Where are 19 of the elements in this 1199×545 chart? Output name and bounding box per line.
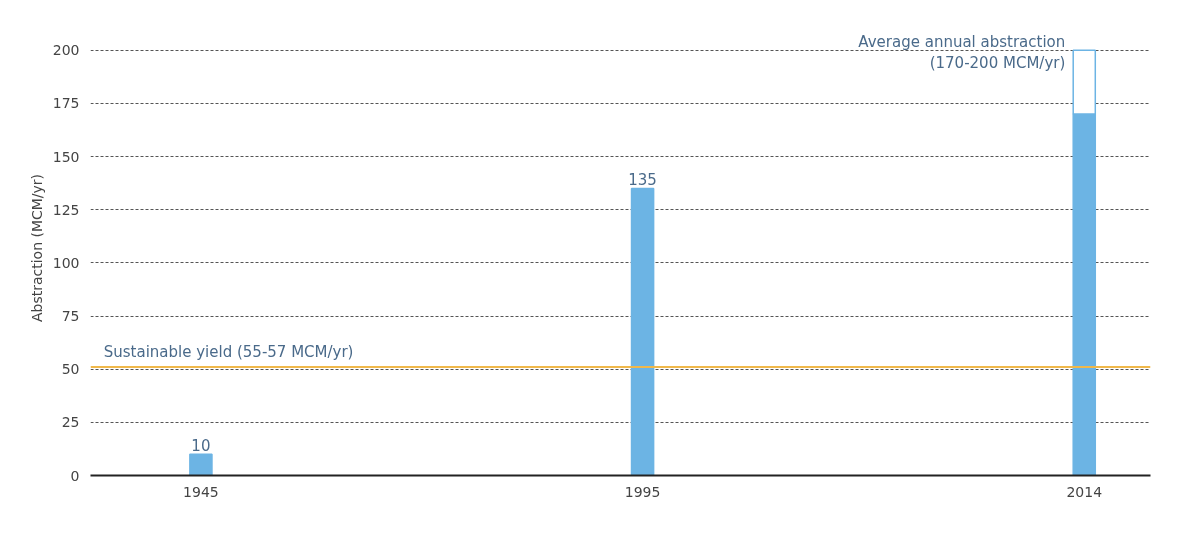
bar — [630, 187, 655, 476]
y-tick-label: 175 — [52, 95, 80, 112]
y-tick-label: 125 — [52, 201, 80, 218]
data-label: 135 — [628, 171, 657, 190]
y-tick-label: 150 — [52, 148, 80, 165]
data-label: 10 — [191, 437, 211, 456]
annotation: Average annual abstraction (170-200 MCM/yr) — [858, 32, 1066, 73]
x-tick-label: 1995 — [624, 483, 661, 500]
ref-line-label: Sustainable yield (55-57 MCM/yr) — [103, 343, 354, 362]
x-tick-label: 1945 — [183, 483, 219, 500]
bar — [189, 453, 213, 476]
y-tick-label: 0 — [70, 467, 80, 484]
y-tick-label: 25 — [61, 414, 80, 431]
y-tick-label: 75 — [61, 308, 80, 325]
y-tick-label: 100 — [52, 254, 80, 271]
x-tick-label: 2014 — [1066, 483, 1103, 500]
y-tick-label: 50 — [61, 361, 80, 378]
y-axis-title: Abstraction (MCM/yr) — [28, 173, 45, 323]
y-tick-label: 200 — [52, 42, 80, 59]
